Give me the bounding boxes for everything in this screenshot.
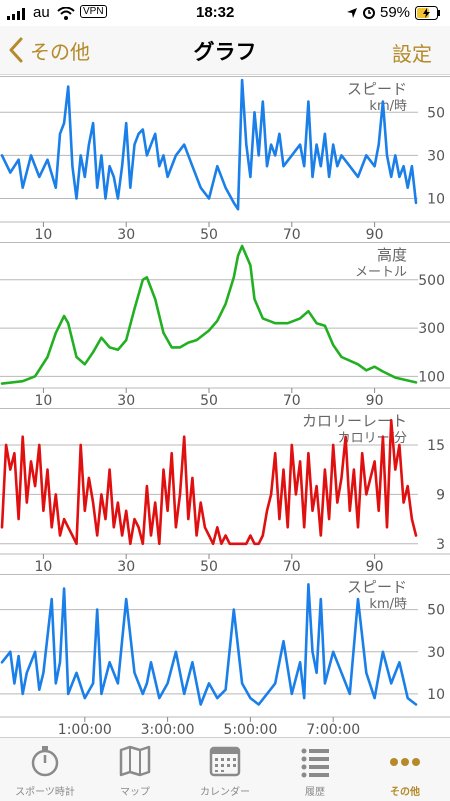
battery-percent: 59%	[380, 4, 411, 21]
x-tick-label: 10	[34, 227, 52, 242]
x-tick-label: 50	[200, 227, 218, 242]
tab-history[interactable]: 履歴	[270, 738, 360, 801]
x-tick-label: 30	[117, 227, 135, 242]
chart-title: スピード	[347, 80, 407, 98]
series-line	[0, 78, 418, 211]
x-tick-label: 50	[200, 559, 218, 574]
back-label: その他	[30, 39, 90, 64]
x-tick-label: 1:00:00	[58, 722, 112, 737]
x-tick-label: 30	[117, 559, 135, 574]
x-tick-label: 90	[366, 559, 384, 574]
y-tick-label: 15	[427, 438, 445, 454]
y-tick-label: 50	[427, 105, 445, 121]
x-tick-label: 70	[283, 393, 301, 408]
page-title: グラフ	[193, 40, 257, 64]
more-icon	[390, 758, 420, 766]
y-tick-label: 30	[427, 148, 445, 164]
x-tick-label: 90	[366, 393, 384, 408]
clock: 18:32	[196, 4, 235, 21]
series-line	[0, 583, 418, 706]
speed-chart-distance: 50 30 10 10 30 50 70 90 スピード km/時	[0, 76, 450, 242]
list-icon	[301, 748, 329, 778]
tab-bar: スポーツ時計 マップ カレンダー 履歴	[0, 737, 450, 801]
vpn-badge: VPN	[80, 5, 107, 18]
tab-map[interactable]: マップ	[90, 738, 180, 801]
x-tick-label: 7:00:00	[306, 722, 360, 737]
tab-label: マップ	[120, 787, 150, 798]
x-tick-label: 10	[34, 393, 52, 408]
tab-label: スポーツ時計	[15, 787, 75, 798]
back-button[interactable]: その他	[8, 34, 90, 66]
y-tick-label: 10	[427, 191, 445, 207]
signal-icon	[7, 8, 25, 20]
x-tick-label: 5:00:00	[223, 722, 277, 737]
x-tick-label: 70	[283, 559, 301, 574]
calendar-icon	[209, 746, 241, 777]
navigation-bar: その他 グラフ 設定	[0, 26, 450, 75]
map-icon	[119, 745, 151, 777]
carrier-label: au	[33, 4, 50, 21]
y-tick-label: 9	[436, 487, 445, 503]
y-tick-label: 3	[436, 537, 445, 553]
x-tick-label: 50	[200, 393, 218, 408]
y-tick-label: 500	[418, 273, 445, 289]
altitude-chart: 500 300 100 10 30 50 70 90 高度 メートル	[0, 242, 450, 408]
chart-unit: km/時	[369, 597, 407, 612]
y-tick-label: 300	[418, 321, 445, 337]
chart-title: 高度	[377, 246, 407, 264]
tab-more[interactable]: その他	[360, 738, 450, 801]
y-tick-label: 10	[427, 687, 445, 703]
chart-title: カロリーレート	[302, 412, 407, 430]
settings-button[interactable]: 設定	[392, 42, 432, 66]
x-tick-label: 10	[34, 559, 52, 574]
battery-charging-icon	[415, 6, 440, 20]
x-tick-label: 70	[283, 227, 301, 242]
location-arrow-icon	[347, 8, 357, 18]
tab-label: 履歴	[305, 787, 325, 798]
chart-unit: メートル	[355, 265, 407, 280]
y-tick-label: 30	[427, 645, 445, 661]
chevron-left-icon	[9, 37, 23, 63]
tab-label: その他	[390, 787, 420, 798]
speed-chart-time: 50 30 10 1:00:00 3:00:00 5:00:00 7:00:00 スピード km…	[0, 574, 450, 737]
x-tick-label: 3:00:00	[141, 722, 195, 737]
y-tick-label: 100	[418, 369, 445, 385]
series-line	[0, 244, 418, 385]
tab-sports-watch[interactable]: スポーツ時計	[0, 738, 90, 801]
wifi-icon	[57, 7, 75, 20]
x-tick-label: 90	[366, 227, 384, 242]
y-tick-label: 50	[427, 603, 445, 619]
tab-calendar[interactable]: カレンダー	[180, 738, 270, 801]
chart-title: スピード	[347, 578, 407, 596]
calorie-rate-chart: 15 9 3 10 30 50 70 90 カロリーレート カロリー/分	[0, 408, 450, 574]
stopwatch-icon	[31, 746, 59, 777]
chart-unit: km/時	[369, 99, 407, 114]
tab-label: カレンダー	[200, 787, 250, 798]
series-line	[0, 418, 418, 546]
alarm-icon	[363, 7, 375, 19]
x-tick-label: 30	[117, 393, 135, 408]
status-bar: au VPN 18:32 59%	[0, 0, 450, 26]
chart-unit: カロリー/分	[338, 431, 407, 446]
